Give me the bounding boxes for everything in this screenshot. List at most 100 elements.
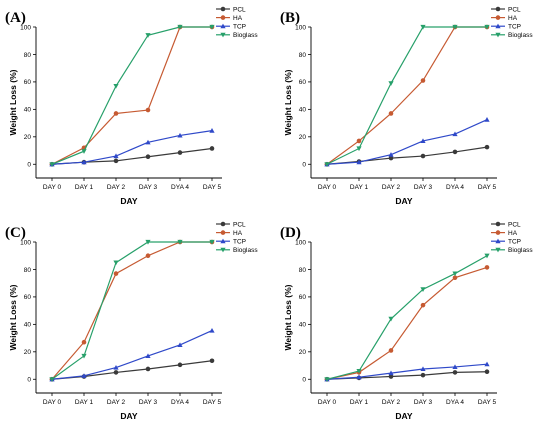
- data-point-tcp: [356, 374, 362, 380]
- data-point-tcp: [420, 138, 426, 144]
- data-point-tcp: [388, 152, 394, 157]
- data-point-pcl: [452, 149, 458, 155]
- x-tick-label: DAY 5: [203, 184, 222, 191]
- data-point-pcl: [484, 369, 490, 375]
- x-tick-label: DAY 0: [318, 399, 337, 406]
- data-point-ha: [113, 271, 119, 276]
- data-point-pcl: [388, 374, 394, 379]
- y-tick-label: 0: [302, 377, 306, 384]
- data-point-pcl: [484, 144, 490, 150]
- legend-label-ha: HA: [233, 15, 243, 22]
- data-point-bioglass: [145, 239, 151, 245]
- data-point-tcp: [452, 364, 458, 369]
- legend-marker-bioglass: [220, 247, 226, 253]
- data-point-bioglass: [209, 24, 215, 30]
- x-axis-title: DAY: [395, 411, 412, 421]
- y-tick-label: 60: [24, 79, 32, 86]
- data-point-tcp: [452, 131, 458, 137]
- data-point-bioglass: [388, 81, 394, 86]
- x-tick-label: DAY 5: [203, 399, 222, 406]
- data-point-bioglass: [388, 316, 394, 322]
- data-point-bioglass: [452, 24, 458, 30]
- legend-marker-ha: [220, 230, 226, 235]
- legend-label-ha: HA: [508, 15, 518, 22]
- data-point-ha: [484, 265, 490, 270]
- data-point-pcl: [452, 370, 458, 375]
- y-tick-label: 80: [24, 267, 32, 274]
- data-point-pcl: [209, 358, 215, 364]
- legend-marker-ha: [495, 230, 501, 235]
- data-point-tcp: [113, 153, 119, 159]
- series-line-bioglass: [326, 26, 487, 165]
- y-tick-label: 100: [295, 239, 306, 246]
- legend-label-ha: HA: [508, 230, 518, 237]
- series-bioglass: [324, 253, 490, 382]
- series-bioglass: [324, 24, 490, 167]
- series-line-ha: [326, 26, 487, 165]
- legend-marker-tcp: [220, 23, 226, 29]
- data-point-tcp: [145, 353, 151, 359]
- y-tick-label: 20: [24, 349, 32, 356]
- y-tick-label: 40: [24, 107, 32, 114]
- data-point-ha: [388, 348, 394, 353]
- series-ha: [324, 24, 490, 167]
- series-line-bioglass: [51, 26, 212, 165]
- y-tick-label: 80: [299, 52, 307, 59]
- x-tick-label: DAY 3: [414, 399, 433, 406]
- data-point-bioglass: [420, 287, 426, 292]
- x-tick-label: DAY 3: [139, 184, 158, 191]
- data-point-tcp: [177, 132, 183, 138]
- legend-label-pcl: PCL: [233, 221, 246, 228]
- data-point-bioglass: [49, 377, 55, 382]
- y-tick-label: 40: [24, 322, 32, 329]
- legend-marker-pcl: [495, 6, 501, 12]
- data-point-bioglass: [145, 33, 151, 38]
- data-point-pcl: [209, 146, 215, 151]
- data-point-bioglass: [81, 149, 87, 154]
- chart-panel-3: (C) 0 20 40 60 80 100 DAY 0 DAY 1 DAY 2 DAY 3 DYA 4…: [5, 221, 258, 421]
- x-axis-title: DAY: [120, 196, 137, 206]
- x-tick-label: DAY 0: [43, 184, 62, 191]
- data-point-pcl: [420, 372, 426, 378]
- y-tick-label: 80: [299, 267, 307, 274]
- data-point-ha: [113, 111, 119, 116]
- series-line-tcp: [326, 119, 488, 165]
- data-point-tcp: [388, 370, 394, 376]
- chart-panel-1: (A) 0 20 40 60 80 100 DAY 0 DAY 1 DAY 2 DAY 3 DYA 4…: [5, 6, 258, 206]
- data-point-tcp: [420, 366, 426, 372]
- data-point-bioglass: [484, 24, 490, 30]
- series-ha: [49, 24, 215, 167]
- y-tick-label: 20: [299, 349, 307, 356]
- legend-marker-tcp: [220, 238, 226, 244]
- series-line-pcl: [326, 146, 488, 165]
- legend-label-pcl: PCL: [233, 6, 246, 13]
- legend-label-tcp: TCP: [508, 239, 521, 246]
- legend-marker-tcp: [495, 238, 501, 244]
- x-tick-label: DAY 5: [478, 184, 497, 191]
- data-point-bioglass: [420, 24, 426, 30]
- data-point-bioglass: [113, 83, 119, 89]
- y-axis-title: Weight Loss (%): [283, 69, 293, 135]
- series-bioglass: [49, 24, 215, 167]
- y-tick-label: 0: [302, 162, 306, 169]
- x-tick-label: DYA 4: [446, 184, 464, 191]
- series-line-bioglass: [51, 241, 212, 380]
- series-ha: [49, 239, 215, 382]
- data-point-tcp: [484, 117, 490, 122]
- series-line-tcp: [51, 130, 213, 165]
- data-point-ha: [145, 253, 151, 259]
- data-point-tcp: [81, 373, 87, 378]
- y-axis-title: Weight Loss (%): [8, 69, 18, 135]
- series-line-ha: [51, 241, 212, 380]
- legend-label-bioglass: Bioglass: [233, 247, 258, 254]
- y-tick-label: 40: [299, 322, 307, 329]
- series-line-tcp: [51, 329, 213, 380]
- data-point-bioglass: [356, 368, 362, 374]
- data-point-ha: [452, 275, 458, 280]
- x-tick-label: DAY 2: [107, 399, 126, 406]
- panel-label: (D): [280, 225, 301, 241]
- y-tick-label: 0: [27, 162, 31, 169]
- data-point-pcl: [420, 153, 426, 159]
